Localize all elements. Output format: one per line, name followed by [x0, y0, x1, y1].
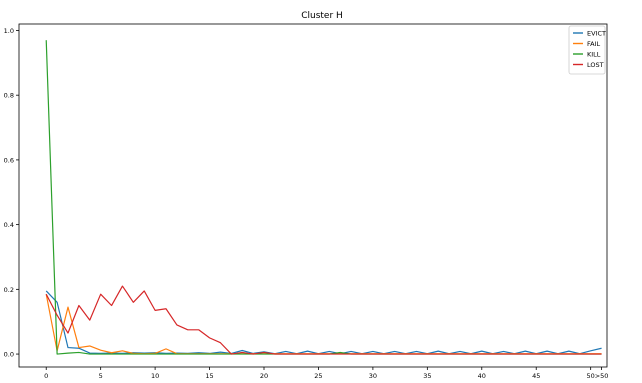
x-tick-label: 35 — [423, 372, 431, 380]
series-lines — [45, 40, 602, 355]
series-line-fail — [45, 294, 602, 355]
plot-frame — [18, 23, 608, 368]
y-axis: 0.0 0.2 0.4 0.6 0.8 1.0 — [4, 27, 19, 359]
y-tick-label: 0.2 — [4, 286, 14, 294]
y-tick-label: 0.8 — [4, 92, 14, 100]
y-tick-label: 0.6 — [4, 156, 14, 164]
x-tick-label: >50 — [595, 372, 609, 380]
legend-label-lost: LOST — [587, 61, 604, 69]
y-tick-label: 1.0 — [4, 27, 14, 35]
series-line-evict — [45, 290, 602, 355]
x-tick-label: 40 — [478, 372, 486, 380]
x-tick-label: 50 — [587, 372, 595, 380]
x-tick-label: 10 — [151, 372, 159, 380]
x-tick-label: 30 — [369, 372, 377, 380]
x-tick-label: 25 — [314, 372, 322, 380]
series-line-lost — [45, 285, 602, 355]
y-tick-label: 0.0 — [4, 351, 14, 359]
x-tick-label: 20 — [260, 372, 268, 380]
y-tick-label: 0.4 — [4, 221, 14, 229]
legend-label-kill: KILL — [587, 51, 601, 59]
x-tick-label: 5 — [99, 372, 103, 380]
series-line-kill — [45, 40, 602, 355]
legend: EVICT FAIL KILL LOST — [568, 25, 606, 75]
legend-label-fail: FAIL — [587, 40, 601, 48]
x-axis: 0 5 10 15 20 25 30 35 40 45 50 >50 — [44, 367, 608, 380]
x-tick-label: 45 — [532, 372, 540, 380]
legend-label-evict: EVICT — [587, 30, 606, 38]
legend-box — [568, 25, 606, 75]
chart-title: Cluster H — [301, 11, 343, 21]
x-tick-label: 0 — [44, 372, 48, 380]
x-tick-label: 15 — [205, 372, 213, 380]
